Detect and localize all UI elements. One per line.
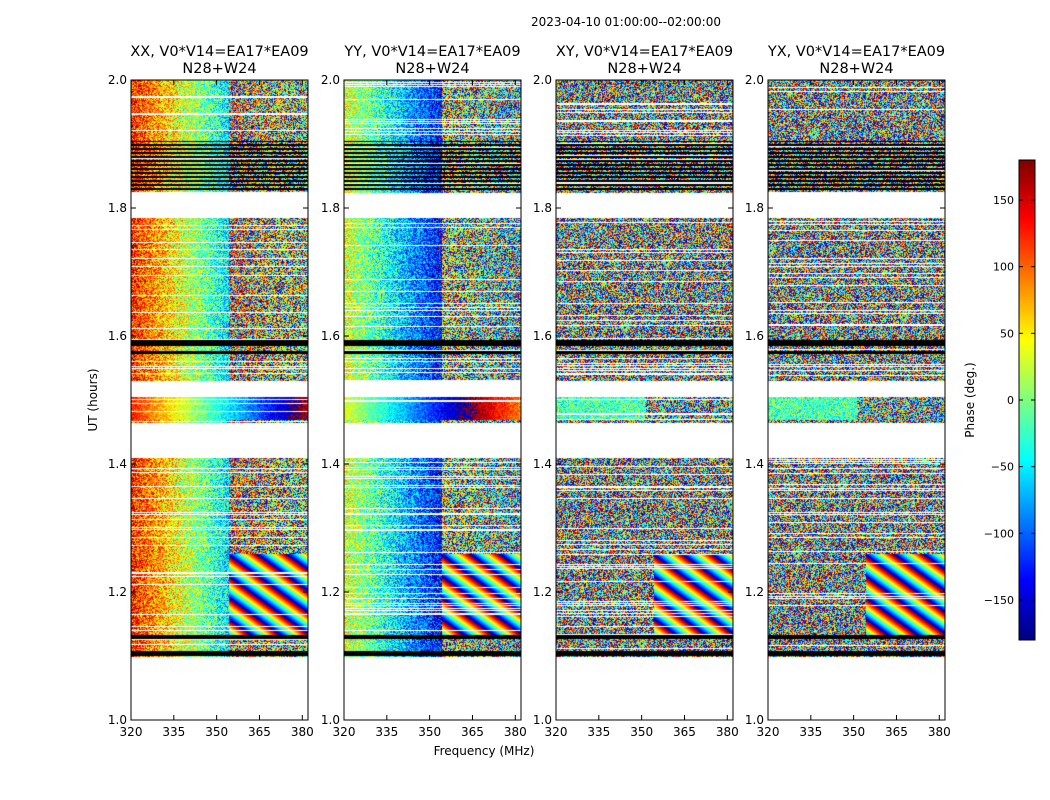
x-axis-label: Frequency (MHz): [434, 744, 535, 758]
colorbar-tick-label: 0: [1007, 394, 1014, 407]
panel-subtitle: N28+W24: [395, 61, 469, 77]
heatmap-image: [344, 80, 521, 720]
x-tick-label: 350: [205, 725, 228, 739]
y-tick-label: 1.6: [321, 329, 340, 343]
x-tick-label: 380: [928, 725, 951, 739]
y-tick-label: 1.2: [745, 585, 764, 599]
y-tick-label: 1.2: [533, 585, 552, 599]
suptitle: 2023-04-10 01:00:00--02:00:00: [531, 15, 721, 29]
y-tick-label: 1.6: [745, 329, 764, 343]
x-tick-label: 320: [333, 725, 356, 739]
x-tick-label: 320: [120, 725, 143, 739]
colorbar-tick-label: −150: [984, 594, 1014, 607]
panel-title: YX, V0*V14=EA17*EA09: [767, 44, 945, 60]
y-tick-label: 1.0: [533, 713, 552, 727]
y-axis-label: UT (hours): [86, 368, 100, 431]
x-tick-label: 380: [716, 725, 739, 739]
colorbar-tick-label: −50: [991, 461, 1014, 474]
x-tick-label: 335: [162, 725, 185, 739]
x-tick-label: 350: [630, 725, 653, 739]
panel-frame: [767, 79, 946, 721]
y-tick-label: 1.4: [533, 457, 552, 471]
colorbar-tick-label: 50: [1000, 327, 1014, 340]
colorbar: 150 100 50 0 −50 −100 −150 Phase (deg.): [963, 159, 1036, 641]
x-tick-label: 365: [673, 725, 696, 739]
x-tick-label: 320: [757, 725, 780, 739]
panel-frame: [343, 79, 522, 721]
y-tick-label: 2.0: [321, 73, 340, 87]
colorbar-label: Phase (deg.): [963, 362, 977, 437]
y-tick-label: 1.0: [321, 713, 340, 727]
heatmap-image: [768, 80, 945, 720]
y-tick-label: 1.2: [321, 585, 340, 599]
x-tick-label: 365: [461, 725, 484, 739]
x-tick-label: 380: [504, 725, 527, 739]
x-tick-label: 350: [418, 725, 441, 739]
colorbar-ticks: 150 100 50 0 −50 −100 −150: [984, 194, 1035, 607]
heatmap-image: [131, 80, 308, 720]
heatmap-image: [556, 80, 733, 720]
y-tick-label: 1.6: [533, 329, 552, 343]
y-tick-label: 1.4: [321, 457, 340, 471]
x-tick-label: 335: [375, 725, 398, 739]
y-tick-label: 1.0: [108, 713, 127, 727]
y-tick-label: 1.4: [108, 457, 127, 471]
panel-title: YY, V0*V14=EA17*EA09: [343, 44, 520, 60]
x-tick-label: 365: [248, 725, 271, 739]
panel-subtitle: N28+W24: [607, 61, 681, 77]
panel-title: XX, V0*V14=EA17*EA09: [130, 44, 308, 60]
y-tick-label: 1.8: [108, 201, 127, 215]
y-tick-label: 1.8: [745, 201, 764, 215]
y-tick-label: 1.2: [108, 585, 127, 599]
y-tick-label: 2.0: [108, 73, 127, 87]
panel-frame: [555, 79, 734, 721]
y-tick-label: 1.6: [108, 329, 127, 343]
panel-frame: [130, 79, 309, 721]
x-tick-label: 335: [799, 725, 822, 739]
x-tick-label: 365: [885, 725, 908, 739]
y-tick-label: 1.8: [321, 201, 340, 215]
x-tick-label: 350: [842, 725, 865, 739]
x-tick-label: 380: [291, 725, 314, 739]
y-tick-label: 2.0: [745, 73, 764, 87]
panel-subtitle: N28+W24: [819, 61, 893, 77]
y-tick-label: 1.8: [533, 201, 552, 215]
panel-subtitle: N28+W24: [182, 61, 256, 77]
y-tick-label: 1.0: [745, 713, 764, 727]
colorbar-tick-label: −100: [984, 527, 1014, 540]
y-tick-label: 2.0: [533, 73, 552, 87]
x-tick-label: 320: [545, 725, 568, 739]
y-tick-label: 1.4: [745, 457, 764, 471]
x-tick-label: 335: [587, 725, 610, 739]
colorbar-tick-label: 150: [993, 194, 1014, 207]
panel-title: XY, V0*V14=EA17*EA09: [556, 44, 733, 60]
colorbar-tick-label: 100: [993, 261, 1014, 274]
